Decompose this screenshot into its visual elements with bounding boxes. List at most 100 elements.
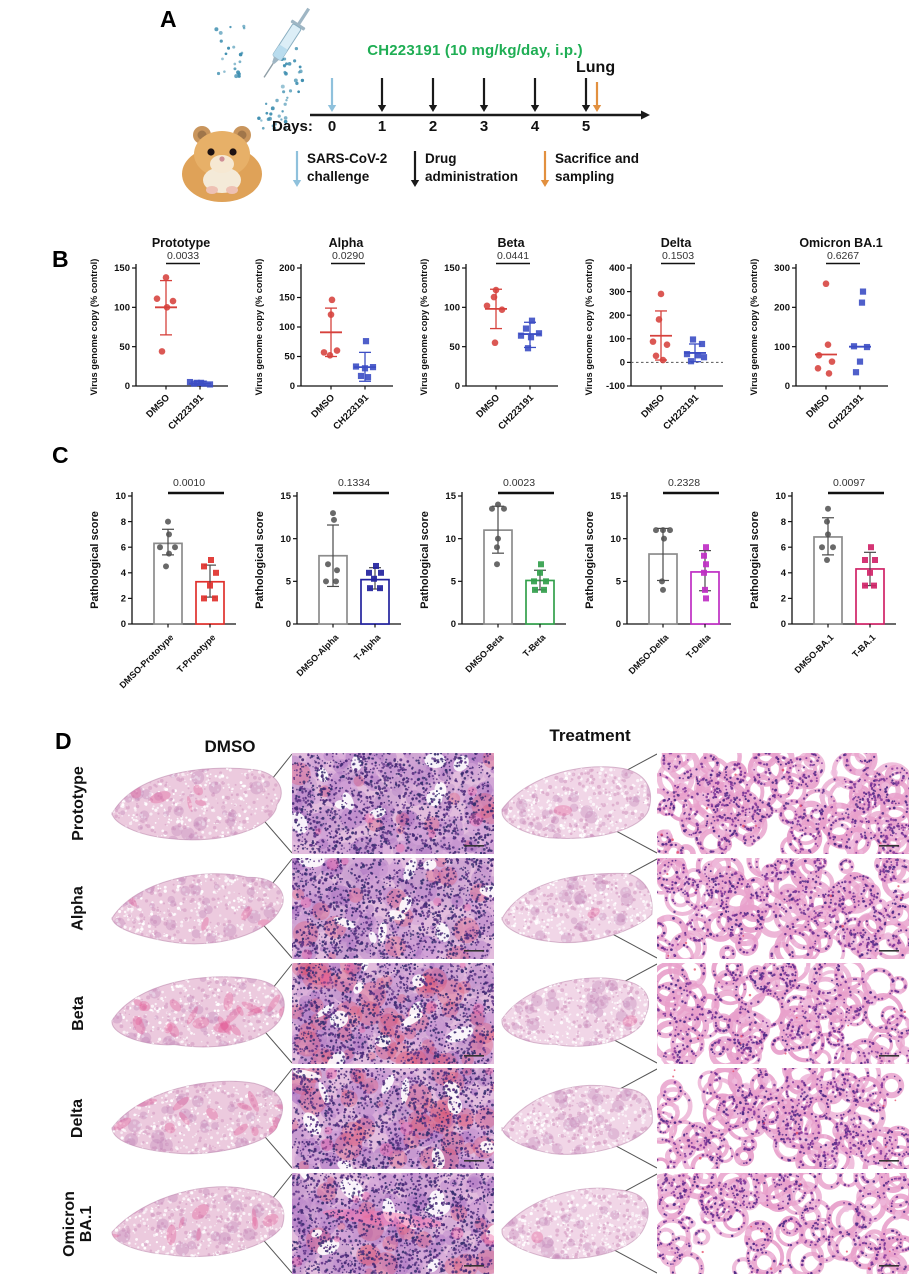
svg-text:200: 200 <box>774 303 790 314</box>
svg-text:0: 0 <box>290 381 295 392</box>
svg-text:150: 150 <box>114 263 130 274</box>
svg-text:DMSO-Delta: DMSO-Delta <box>627 632 672 677</box>
svg-text:8: 8 <box>121 517 126 528</box>
syringe-icon <box>263 7 311 78</box>
svg-text:50: 50 <box>449 342 460 353</box>
row-label-beta: Beta <box>69 996 87 1031</box>
legend-drug: Drug administration <box>425 150 518 186</box>
svg-text:DMSO: DMSO <box>309 392 337 420</box>
histology-inset-treatment-beta <box>657 963 909 1064</box>
svg-text:100: 100 <box>444 303 460 314</box>
panel-a-label: A <box>160 6 177 32</box>
svg-text:50: 50 <box>119 342 130 353</box>
svg-text:0.0023: 0.0023 <box>503 477 535 489</box>
histology-inset-treatment-delta <box>657 1068 909 1169</box>
aerosol-dots <box>278 46 305 94</box>
svg-text:T-Delta: T-Delta <box>684 632 713 661</box>
svg-text:Delta: Delta <box>661 236 693 250</box>
svg-text:5: 5 <box>616 577 622 588</box>
lung-section-treatment-omicron-ba-1 <box>498 1181 655 1266</box>
svg-text:100: 100 <box>774 342 790 353</box>
histology-inset-treatment-alpha <box>657 858 909 959</box>
svg-text:4: 4 <box>781 568 787 579</box>
svg-text:0: 0 <box>455 381 460 392</box>
day-2: 2 <box>428 118 438 135</box>
svg-text:50: 50 <box>284 352 295 363</box>
lung-section-dmso-alpha <box>108 864 290 953</box>
aerosol-dots <box>257 96 289 131</box>
svg-text:6: 6 <box>121 542 126 553</box>
drug-regimen-label: CH223191 (10 mg/kg/day, i.p.) <box>367 42 583 59</box>
day-0: 0 <box>327 118 337 135</box>
svg-text:2: 2 <box>121 594 126 605</box>
svg-text:100: 100 <box>279 322 295 333</box>
panel-b-charts: Prototype 0.0033 Virus genome copy (% cont… <box>86 234 909 439</box>
svg-text:Virus genome copy (% control): Virus genome copy (% control) <box>584 259 594 396</box>
lung-section-dmso-delta <box>108 1074 290 1163</box>
row-label-prototype: Prototype <box>69 766 87 841</box>
svg-text:0: 0 <box>785 381 790 392</box>
svg-text:10: 10 <box>610 534 621 545</box>
svg-text:8: 8 <box>781 517 786 528</box>
svg-text:0: 0 <box>616 619 621 630</box>
svg-text:Alpha: Alpha <box>329 236 365 250</box>
legend-sacrifice-line1: Sacrifice and <box>555 151 640 166</box>
svg-text:4: 4 <box>121 568 127 579</box>
svg-text:100: 100 <box>609 334 625 345</box>
svg-text:0.2328: 0.2328 <box>668 477 700 489</box>
svg-text:DMSO-BA.1: DMSO-BA.1 <box>793 632 836 675</box>
histology-inset-dmso-prototype <box>292 753 494 854</box>
svg-text:Pathological score: Pathological score <box>89 511 101 609</box>
svg-text:15: 15 <box>445 491 456 502</box>
svg-text:0.0290: 0.0290 <box>332 250 364 262</box>
histology-inset-treatment-omicron-ba-1 <box>657 1173 909 1274</box>
svg-text:Beta: Beta <box>497 236 525 250</box>
svg-text:200: 200 <box>279 263 295 274</box>
lung-section-dmso-prototype <box>108 759 290 848</box>
svg-text:0: 0 <box>125 381 130 392</box>
svg-text:Pathological score: Pathological score <box>254 511 266 609</box>
svg-text:T-Alpha: T-Alpha <box>352 632 383 663</box>
panel-a-schematic <box>182 7 650 202</box>
lung-label: Lung <box>576 59 616 76</box>
svg-text:T-BA.1: T-BA.1 <box>850 632 877 659</box>
day-3: 3 <box>479 118 489 135</box>
svg-text:CH223191: CH223191 <box>496 392 536 432</box>
svg-text:-100: -100 <box>606 381 625 392</box>
svg-text:100: 100 <box>114 303 130 314</box>
panel-c-label: C <box>52 442 69 468</box>
svg-text:Pathological score: Pathological score <box>584 511 596 609</box>
svg-text:T-Beta: T-Beta <box>521 632 548 659</box>
svg-text:0: 0 <box>121 619 126 630</box>
panel-d-label: D <box>55 728 72 754</box>
column-header-dmso: DMSO <box>204 737 256 756</box>
row-label-delta: Delta <box>69 1098 87 1139</box>
histology-inset-dmso-beta <box>292 963 494 1064</box>
lung-section-treatment-prototype <box>498 761 655 846</box>
aerosol-dots <box>214 24 246 79</box>
svg-text:Prototype: Prototype <box>152 236 210 250</box>
histology-inset-treatment-prototype <box>657 753 909 854</box>
histology-inset-dmso-omicron-ba-1 <box>292 1173 494 1274</box>
svg-text:5: 5 <box>286 577 292 588</box>
svg-text:5: 5 <box>451 577 457 588</box>
svg-text:DMSO: DMSO <box>639 392 667 420</box>
svg-text:0.0097: 0.0097 <box>833 477 865 489</box>
svg-text:300: 300 <box>774 263 790 274</box>
hamster-photo <box>182 126 262 202</box>
svg-text:0.1503: 0.1503 <box>662 250 694 262</box>
bar-chart-t-ba-1: 0.0097 Pathological score 0 2 4 6 8 10 DMSO-BA.1… <box>749 477 896 675</box>
svg-text:CH223191: CH223191 <box>826 392 866 432</box>
svg-text:0.0033: 0.0033 <box>167 250 199 262</box>
row-label-alpha: Alpha <box>69 886 87 931</box>
svg-text:Virus genome copy (% control): Virus genome copy (% control) <box>419 259 429 396</box>
svg-text:0.0010: 0.0010 <box>173 477 205 489</box>
svg-text:2: 2 <box>781 594 786 605</box>
legend-challenge: SARS-CoV-2 challenge <box>307 150 387 186</box>
svg-text:DMSO: DMSO <box>474 392 502 420</box>
lung-section-treatment-alpha <box>498 866 655 951</box>
svg-text:10: 10 <box>445 534 456 545</box>
